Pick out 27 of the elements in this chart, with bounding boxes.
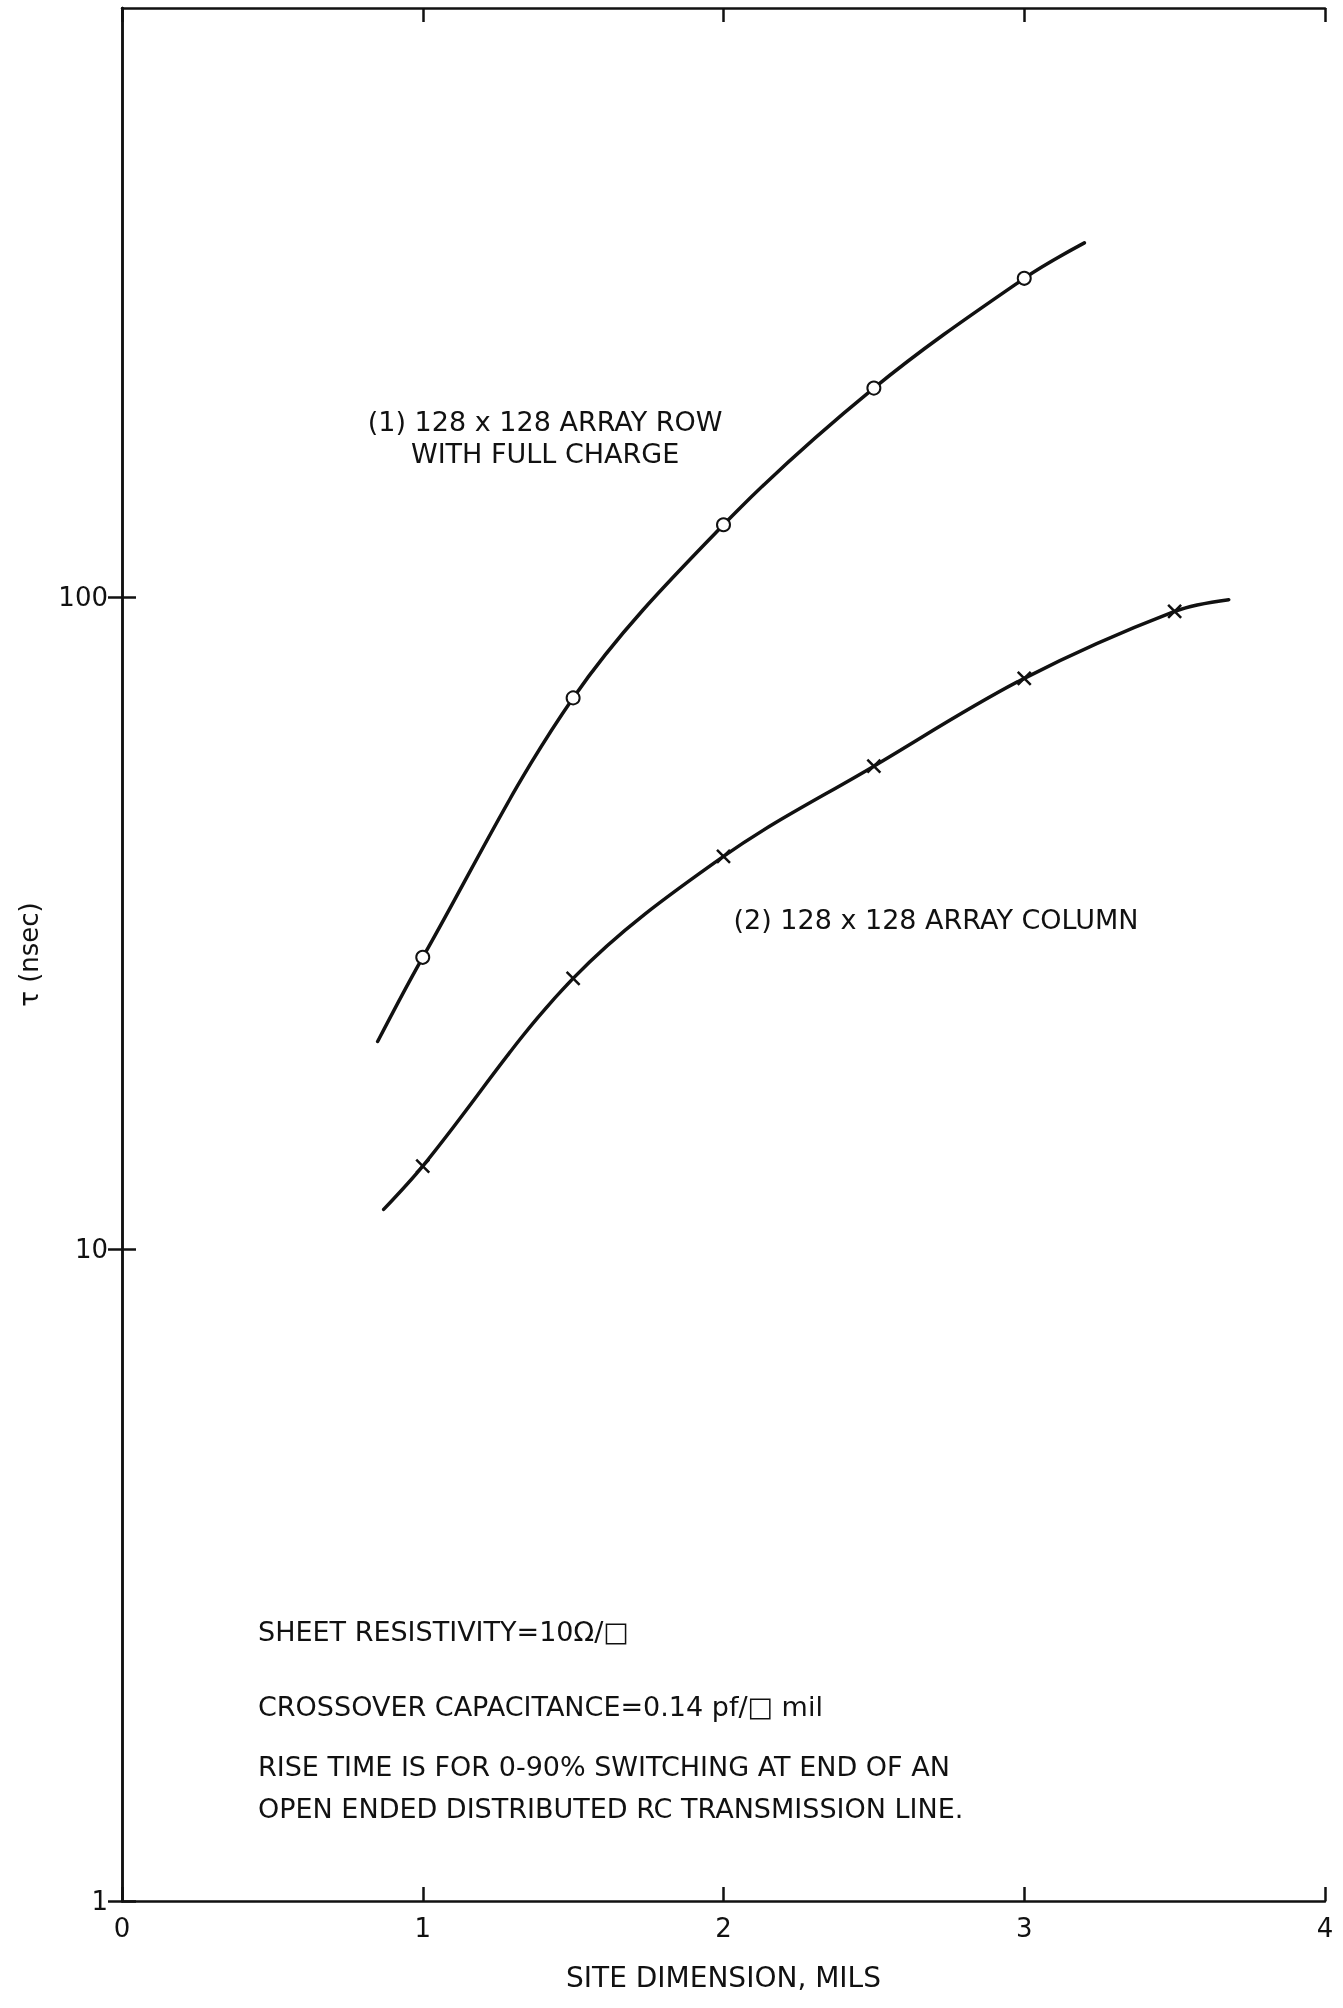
point [716, 517, 731, 533]
x-tick-label: 4 [1316, 1913, 1334, 1943]
annotation: RISE TIME IS FOR 0-90% SWITCHING AT END OF AN OPEN ENDED DISTRIBUTED RC TRANSMISSION LINE. [258, 1750, 964, 1824]
point [866, 758, 882, 774]
y-tick-label: 10 [74, 1233, 108, 1264]
x-tick-label: 0 [113, 1913, 131, 1943]
x-tick-label: 1 [414, 1913, 432, 1943]
series-label: (1) 128 x 128 ARRAY ROW WITH FULL CHARGE [367, 406, 723, 470]
annotation: SHEET RESISTIVITY=10Ω/□ [258, 1615, 629, 1647]
point [415, 949, 431, 965]
x-axis-title: SITE DIMENSION, MILS [566, 1960, 881, 1994]
y-tick-label: 100 [58, 581, 108, 612]
point [565, 690, 581, 706]
y-tick-label: 1 [91, 1886, 108, 1916]
y-axis-title: τ (nsec) [14, 902, 44, 1007]
point [565, 970, 581, 987]
series-label: (2) 128 x 128 ARRAY COLUMN [733, 904, 1139, 936]
point [1016, 670, 1032, 687]
point [715, 848, 732, 865]
x-tick-label: 2 [715, 1913, 732, 1943]
line-series [381, 597, 1231, 1212]
point [415, 1158, 431, 1174]
point [866, 380, 882, 396]
point [1166, 603, 1183, 620]
point [1016, 270, 1032, 286]
x-tick-label: 3 [1015, 1913, 1033, 1943]
annotation: CROSSOVER CAPACITANCE=0.14 pf/□ mil [258, 1690, 823, 1722]
